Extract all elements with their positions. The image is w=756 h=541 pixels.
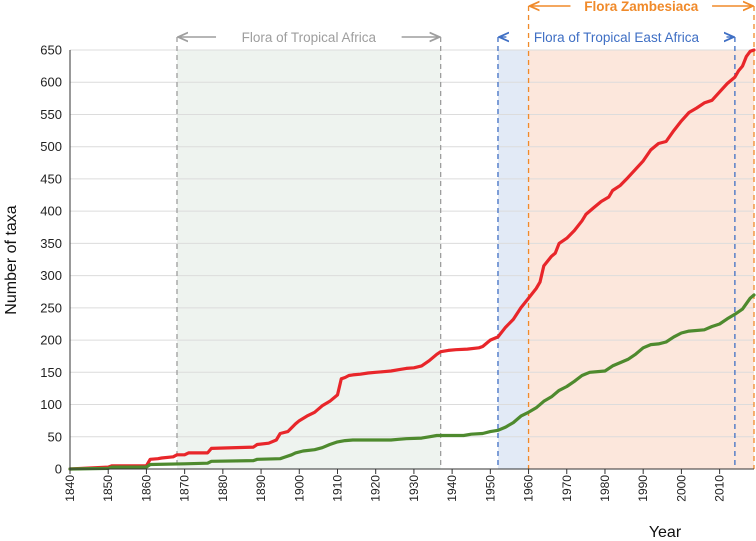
annotation-label-layer: Flora of Tropical Africa Flora of Tropica… [178, 0, 753, 45]
y-axis-title: Number of taxa [3, 205, 20, 314]
period-shading [528, 50, 754, 469]
y-tick-label: 400 [40, 204, 62, 219]
y-tick-label: 100 [40, 397, 62, 412]
y-tick-label: 0 [55, 462, 62, 477]
y-tick-label: 450 [40, 171, 62, 186]
y-tick-label: 200 [40, 333, 62, 348]
y-tick-label: 350 [40, 236, 62, 251]
series-line-green [68, 293, 756, 471]
y-tick-label: 500 [40, 139, 62, 154]
x-tick-label: 1880 [216, 475, 230, 502]
x-tick-label: 1960 [522, 475, 536, 502]
x-tick-label: 1950 [483, 475, 497, 502]
x-tick-label: 2010 [713, 475, 727, 502]
y-tick-label: 550 [40, 107, 62, 122]
annotation-label: Flora Zambesiaca [584, 0, 699, 14]
x-tick-label: 1970 [560, 475, 574, 502]
y-tick-label: 600 [40, 75, 62, 90]
x-tick-label: 2000 [674, 475, 688, 502]
x-tick-label: 1890 [254, 475, 268, 502]
y-tick-label: 300 [40, 268, 62, 283]
y-tick-label: 650 [40, 43, 62, 58]
x-axis-title: Year [649, 524, 682, 541]
y-tick-label: 50 [48, 429, 62, 444]
x-tick-label: 1940 [445, 475, 459, 502]
annotation-label: Flora of Tropical Africa [242, 30, 377, 45]
x-tick-label: 1930 [407, 475, 421, 502]
x-tick-label: 1920 [369, 475, 383, 502]
y-tick-label: 250 [40, 300, 62, 315]
x-tick-label: 1900 [292, 475, 306, 502]
axes-layer [69, 50, 754, 474]
annotation-label: Flora of Tropical East Africa [534, 30, 700, 45]
tick-label-layer: 0 50 100 150 200 250 300 350 400 450 500 550 600 650 1… [40, 43, 726, 502]
grid-layer [70, 49, 754, 438]
x-tick-label: 1870 [178, 475, 192, 502]
x-tick-label: 1980 [598, 475, 612, 502]
series-line-red [68, 48, 756, 471]
x-tick-label: 1990 [636, 475, 650, 502]
period-shading [176, 50, 441, 469]
x-tick-label: 1850 [101, 475, 115, 502]
x-tick-label: 1840 [63, 475, 77, 502]
y-tick-label: 150 [40, 365, 62, 380]
annotation-shading-layer [176, 50, 754, 469]
series-layer [68, 48, 756, 471]
annotation-boundary-layer [176, 6, 755, 469]
x-tick-label: 1860 [139, 475, 153, 502]
x-tick-label: 1910 [330, 475, 344, 502]
